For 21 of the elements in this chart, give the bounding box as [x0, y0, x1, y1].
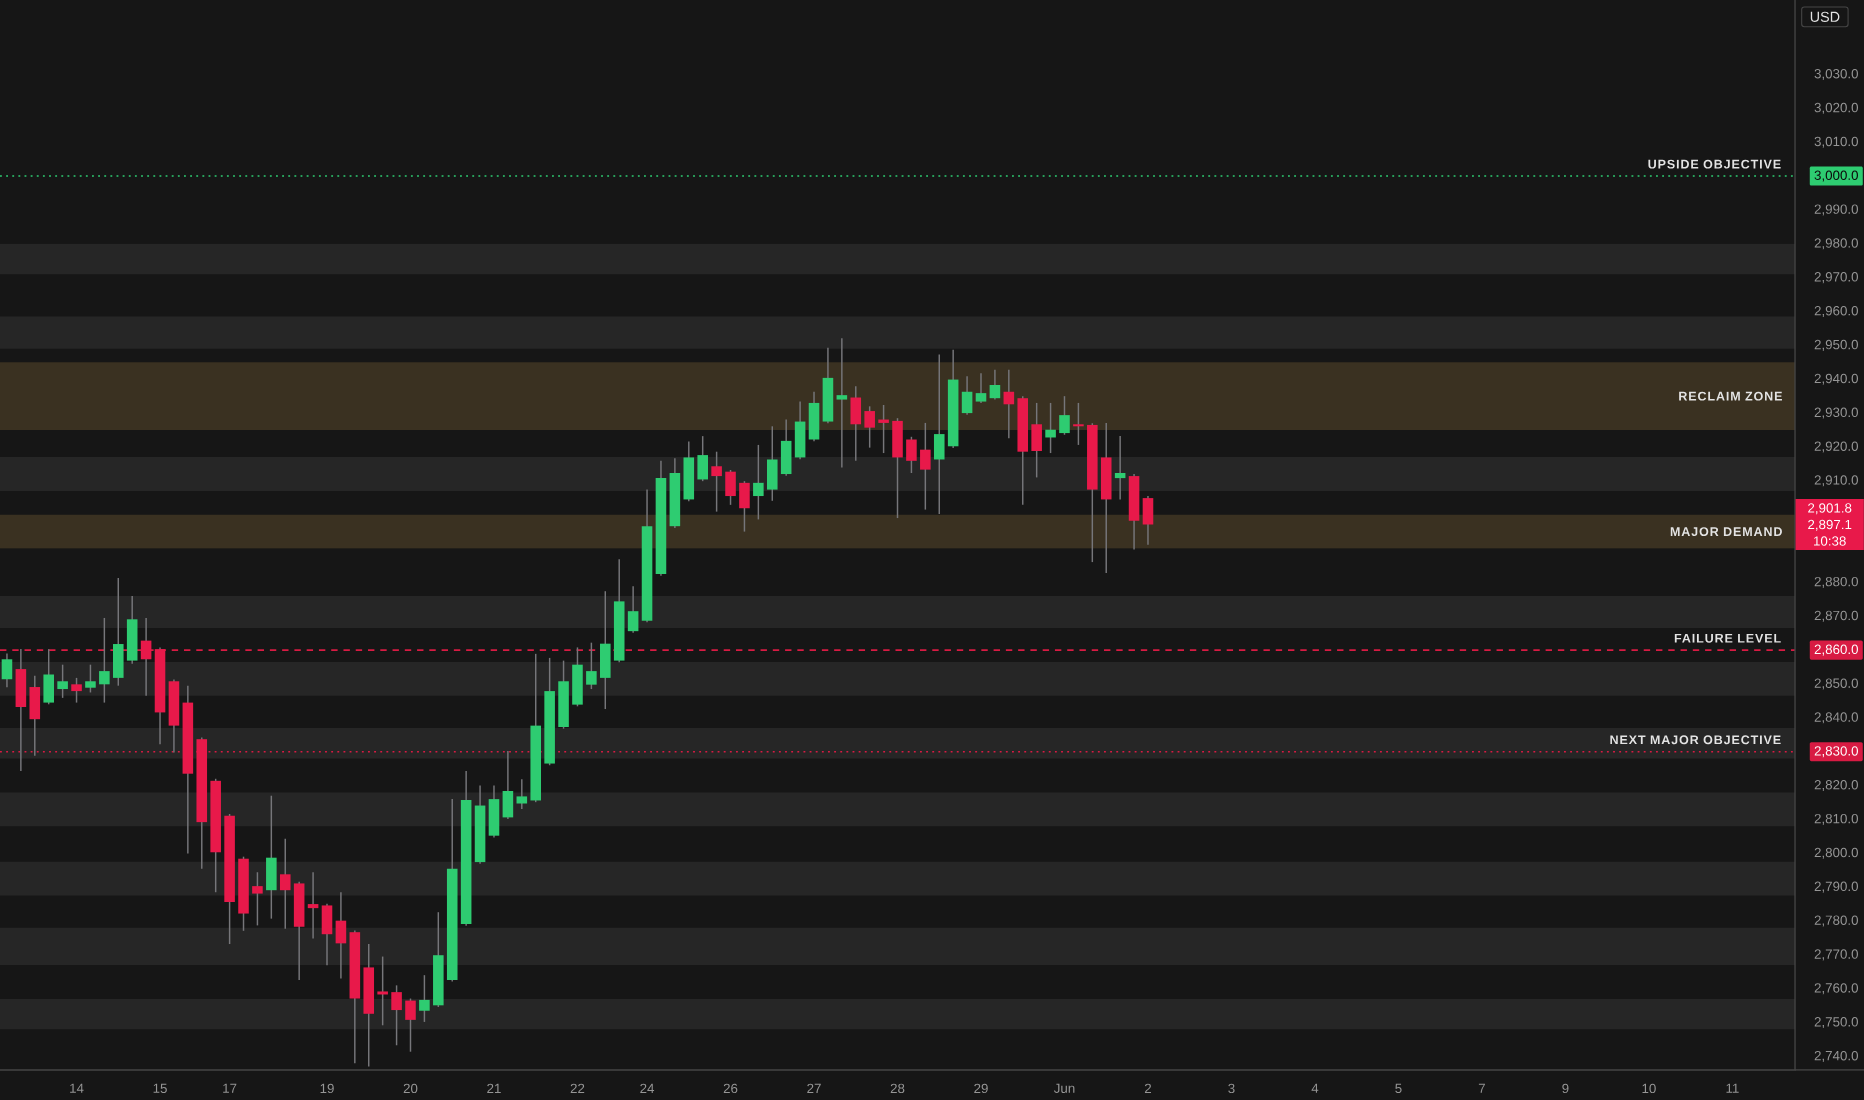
candlestick — [836, 337, 848, 469]
candlestick — [794, 400, 806, 460]
candlestick — [321, 903, 333, 967]
candlestick — [822, 347, 834, 424]
candlestick — [266, 794, 277, 920]
candlestick — [1128, 473, 1140, 551]
candlestick — [502, 750, 514, 820]
candlestick — [307, 871, 319, 940]
candlestick — [335, 891, 347, 980]
candlestick — [71, 677, 82, 704]
candlestick — [140, 617, 152, 697]
candlestick — [627, 585, 639, 634]
candlestick — [1142, 495, 1154, 546]
candlestick — [961, 375, 973, 416]
candlestick — [989, 369, 1001, 401]
candlestick — [1114, 435, 1126, 501]
candlestick — [975, 372, 987, 404]
candlestick — [808, 391, 820, 442]
candlestick — [168, 678, 180, 754]
candlestick — [488, 784, 500, 839]
candlestick — [1, 652, 13, 689]
